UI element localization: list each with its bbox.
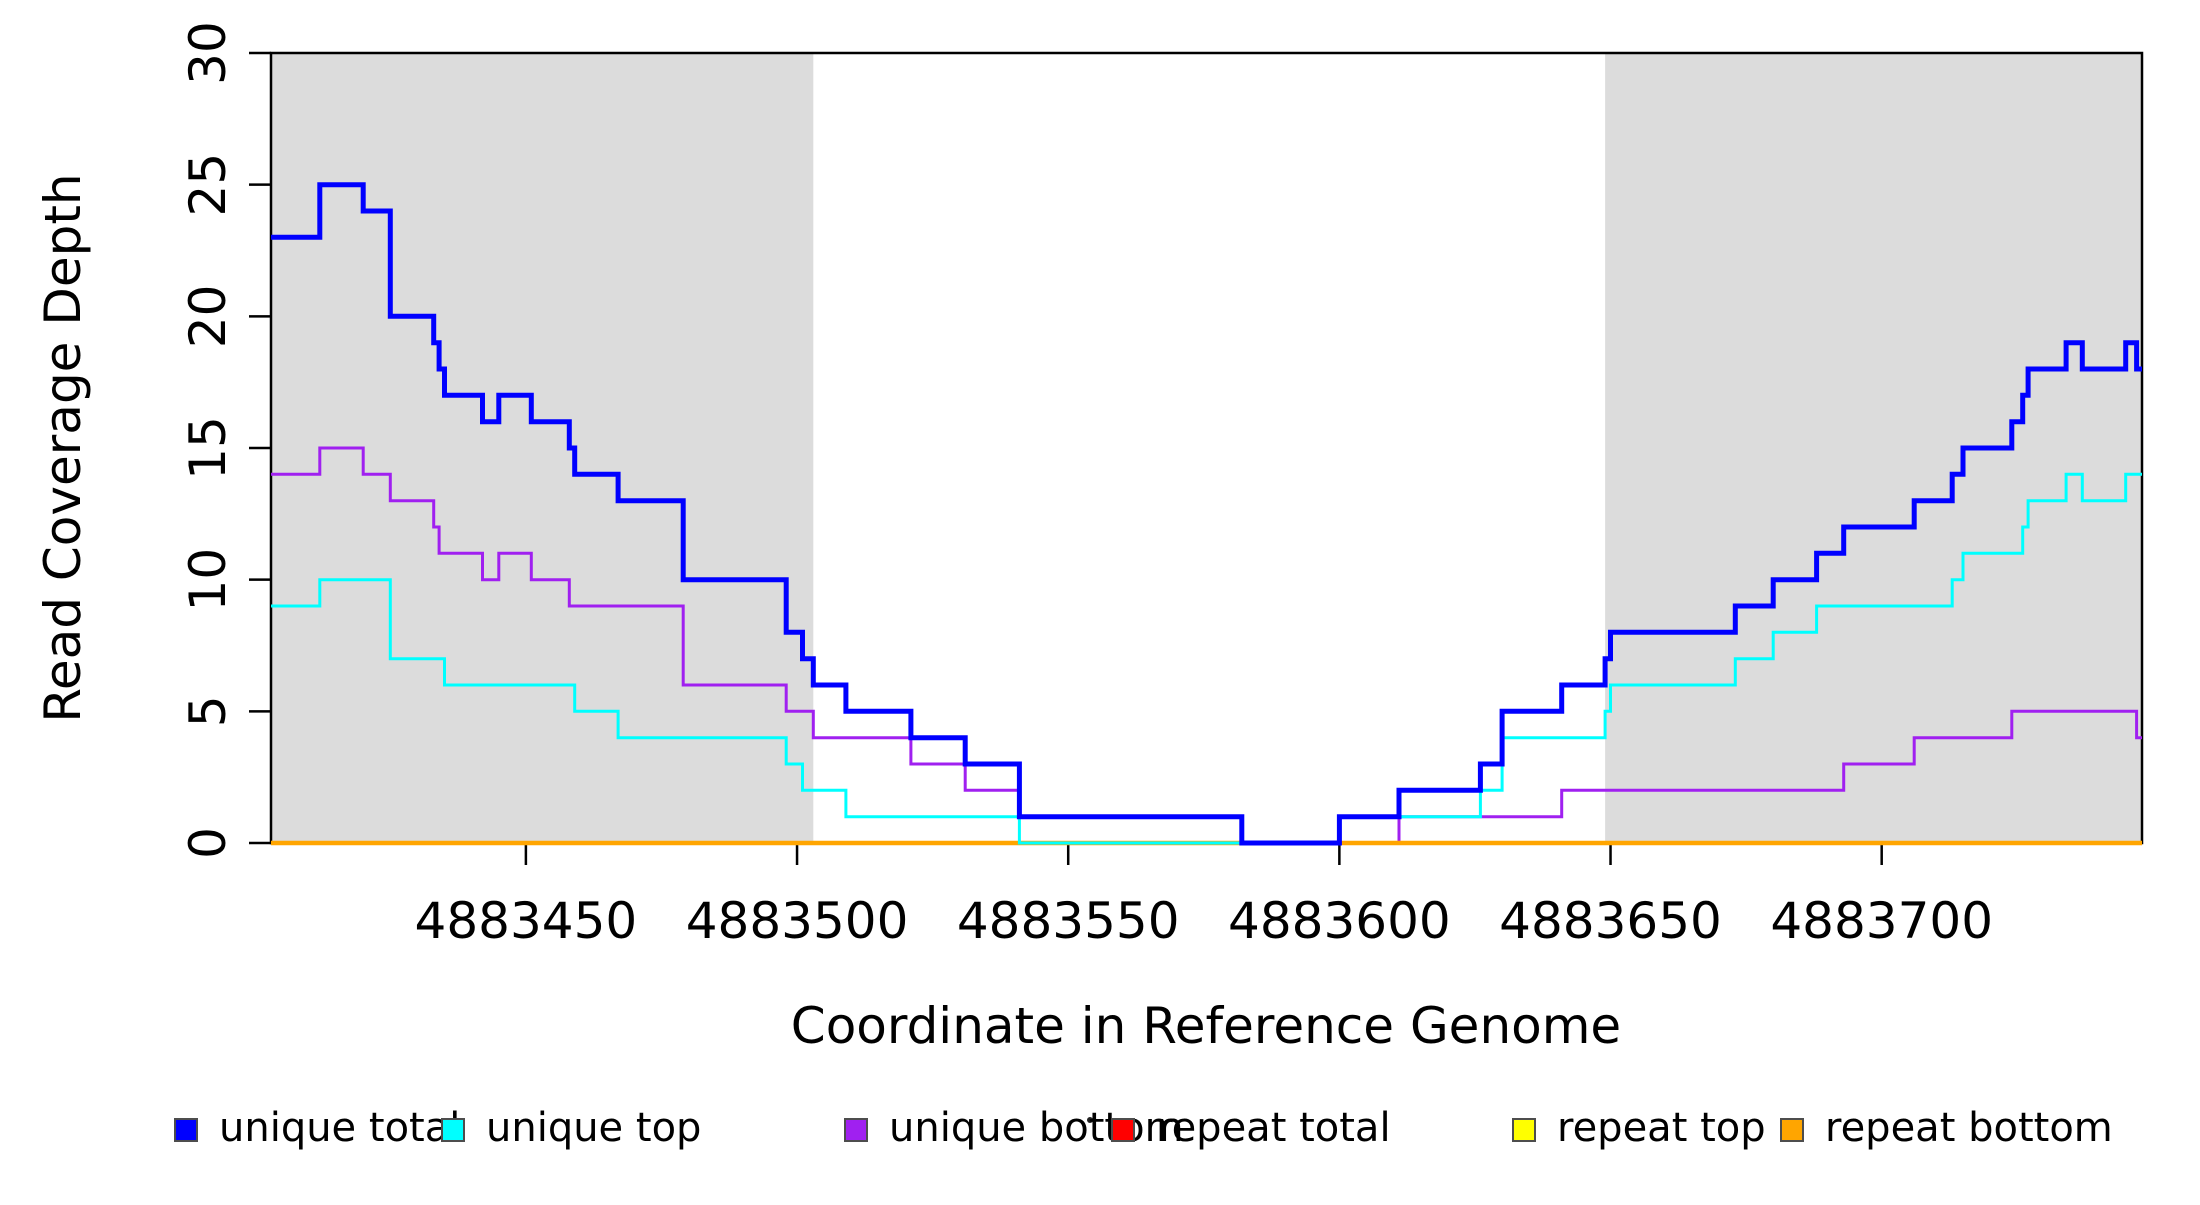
legend-swatch-repeat-top: [1512, 1118, 1536, 1142]
x-tick-label: 4883600: [1228, 892, 1451, 950]
series-line-unique-bottom: [271, 446, 2142, 845]
x-axis: 4883450 4883500 4883550 4883600 4883650 48837…: [415, 843, 1993, 950]
y-tick-label: 10: [179, 548, 237, 612]
legend-item-repeat-top: repeat top: [1512, 1105, 1766, 1151]
legend-item-repeat-bottom: repeat bottom: [1780, 1105, 2113, 1151]
y-tick-label: 20: [179, 285, 237, 349]
shaded-region: [1605, 53, 2142, 843]
series-line-unique-top: [271, 472, 2142, 845]
legend-item-repeat-total: repeat total: [1111, 1105, 1391, 1151]
legend-swatch-repeat-bottom: [1780, 1118, 1804, 1142]
x-tick-label: 4883700: [1770, 892, 1993, 950]
shaded-regions: [271, 53, 2142, 843]
legend-swatch-unique-total: [174, 1118, 198, 1142]
stray-dot: [1087, 1117, 1093, 1123]
legend-swatch-unique-bottom: [844, 1118, 868, 1142]
legend-swatch-repeat-total: [1111, 1118, 1135, 1142]
x-tick-label: 4883550: [957, 892, 1180, 950]
legend-item-unique-total: unique total: [174, 1105, 460, 1151]
legend-label: unique top: [486, 1105, 701, 1151]
legend-label: repeat bottom: [1825, 1105, 2113, 1151]
y-tick-label: 5: [179, 695, 237, 727]
x-axis-title: Coordinate in Reference Genome: [791, 997, 1621, 1055]
x-tick-label: 4883450: [415, 892, 638, 950]
legend-label: repeat top: [1557, 1105, 1766, 1151]
y-tick-label: 25: [179, 153, 237, 217]
y-tick-label: 0: [179, 827, 237, 859]
legend-swatch-unique-top: [441, 1118, 465, 1142]
legend: unique total unique top unique bottomrepea…: [174, 1105, 2113, 1151]
y-axis: 0 5 10 15 20 25 30: [179, 21, 271, 859]
series-lines: [271, 182, 2142, 846]
y-tick-label: 15: [179, 416, 237, 480]
y-tick-label: 30: [179, 21, 237, 85]
series-line-unique-total: [271, 182, 2142, 846]
legend-label: repeat total: [1156, 1105, 1391, 1151]
legend-label: unique bottom: [889, 1105, 1184, 1151]
legend-label: unique total: [219, 1105, 460, 1151]
y-axis-title: Read Coverage Depth: [34, 173, 92, 722]
legend-item-unique-top: unique top: [441, 1105, 701, 1151]
x-tick-label: 4883650: [1499, 892, 1722, 950]
x-tick-label: 4883500: [686, 892, 909, 950]
